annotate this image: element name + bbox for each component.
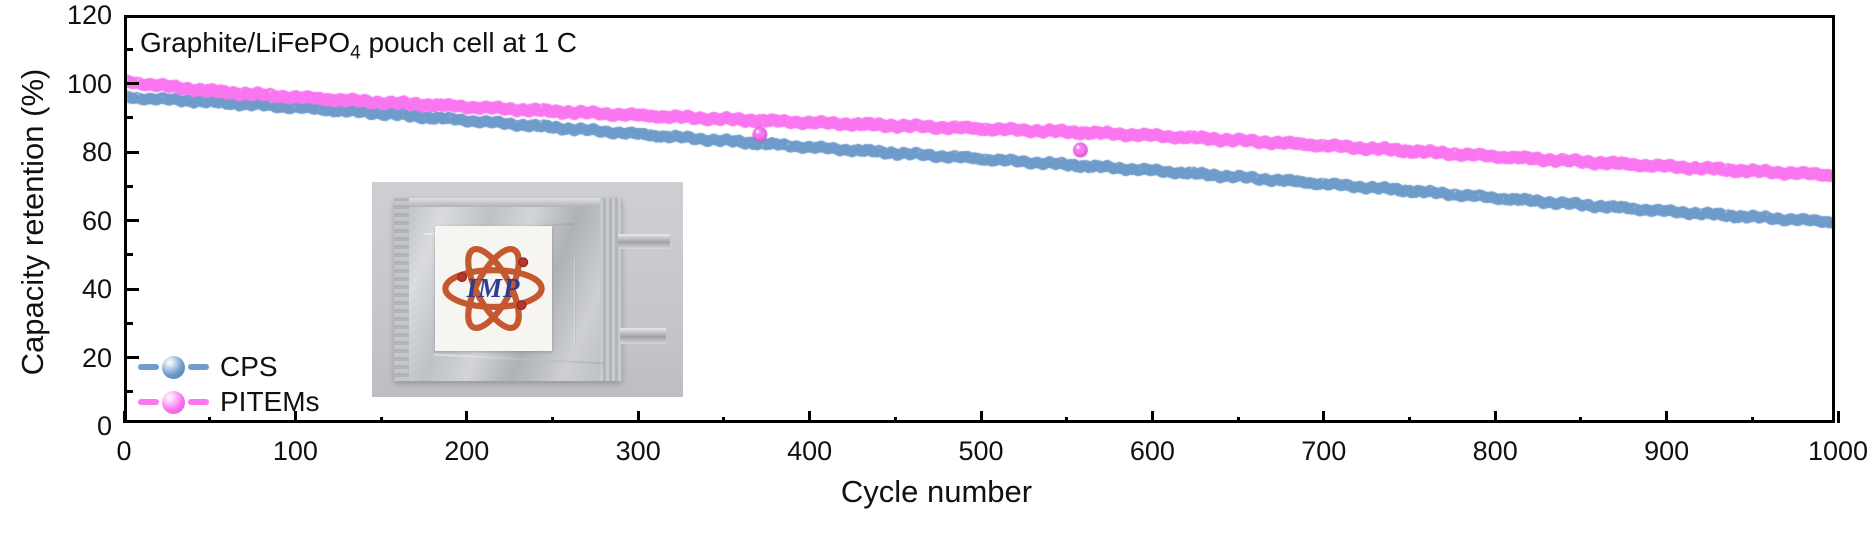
x-tick-label: 100 <box>272 436 318 466</box>
y-tick-label: 20 <box>81 342 112 373</box>
tick-mark <box>722 417 726 423</box>
tick-mark <box>127 116 133 120</box>
tick-mark <box>127 219 139 222</box>
imp-logo-text: IMP <box>466 273 521 303</box>
pouch-seal-top <box>394 198 622 207</box>
pouch-terminal-tab <box>618 234 670 249</box>
y-tick-label: 100 <box>66 68 112 99</box>
imp-label: IMP <box>435 226 552 351</box>
chart-title: Graphite/LiFePO4 pouch cell at 1 C <box>140 27 577 65</box>
pouch-cell-photo-inset: IMP <box>372 182 683 397</box>
tick-mark <box>127 253 133 257</box>
legend-label-cps: CPS <box>220 351 278 382</box>
tick-mark <box>1150 411 1154 423</box>
y-tick-label: 60 <box>81 205 112 236</box>
tick-mark <box>127 184 133 188</box>
x-tick-label: 0 <box>116 436 132 466</box>
tick-mark <box>122 411 126 423</box>
cps-line-dash-icon <box>188 364 209 370</box>
pouch-seal-right <box>600 198 622 381</box>
tick-mark <box>127 390 133 394</box>
tick-mark <box>1493 411 1497 423</box>
tick-mark <box>379 417 383 423</box>
cps-marker-icon <box>162 355 185 379</box>
x-tick-label: 500 <box>958 436 1004 466</box>
x-tick-label: 400 <box>787 436 833 466</box>
tick-mark <box>127 47 133 51</box>
x-tick-label: 800 <box>1472 436 1518 466</box>
x-tick-label: 300 <box>615 436 661 466</box>
x-tick-label: 700 <box>1301 436 1347 466</box>
tick-mark <box>127 356 139 359</box>
x-axis-label: Cycle number <box>840 474 1033 509</box>
legend-item-pitems: PITEMs <box>138 386 320 418</box>
legend-item-cps: CPS <box>138 351 278 383</box>
tick-mark <box>1408 417 1411 423</box>
pouch-wrinkle <box>574 258 576 348</box>
tick-mark <box>127 321 133 325</box>
cps-line-dash-icon <box>138 364 159 370</box>
tick-mark <box>1236 417 1240 423</box>
chart-title-text: Graphite/LiFePO <box>140 27 351 58</box>
tick-mark <box>1322 411 1326 423</box>
pitems-line-dash-icon <box>188 399 209 405</box>
atom-logo-icon <box>442 246 545 331</box>
y-tick-label: 0 <box>96 411 112 441</box>
x-tick-label: 1000 <box>1807 436 1869 466</box>
tick-mark <box>1065 417 1069 423</box>
tick-mark <box>1665 411 1669 423</box>
chart-title-subscript: 4 <box>350 42 361 64</box>
y-tick-label: 80 <box>81 137 112 167</box>
chart-title-suffix: pouch cell at 1 C <box>360 27 578 58</box>
pouch-terminal-tab <box>620 328 666 344</box>
tick-mark <box>979 411 983 423</box>
x-tick-label: 200 <box>444 436 490 466</box>
tick-mark <box>893 417 897 423</box>
tick-mark <box>808 411 812 423</box>
tick-mark <box>127 150 139 154</box>
legend-label-pitems: PITEMs <box>220 386 320 417</box>
tick-mark <box>1750 417 1754 423</box>
tick-mark <box>127 287 139 291</box>
tick-mark <box>465 411 469 423</box>
pouch-wrinkle <box>434 353 604 365</box>
tick-mark <box>293 411 297 423</box>
x-tick-label: 600 <box>1129 436 1175 466</box>
y-tick-label: 40 <box>81 274 112 304</box>
y-tick-label: 120 <box>66 0 112 30</box>
tick-mark <box>127 82 139 85</box>
tick-mark <box>1579 417 1583 423</box>
pitems-marker-icon <box>162 390 185 414</box>
x-tick-label: 900 <box>1644 436 1690 466</box>
tick-mark <box>551 417 554 423</box>
y-axis-label: Capacity retention (%) <box>15 68 50 376</box>
tick-mark <box>636 411 640 423</box>
tick-mark <box>1836 411 1840 423</box>
pouch-seal-left <box>394 198 409 381</box>
tick-mark <box>208 417 212 423</box>
pitems-line-dash-icon <box>138 399 159 405</box>
